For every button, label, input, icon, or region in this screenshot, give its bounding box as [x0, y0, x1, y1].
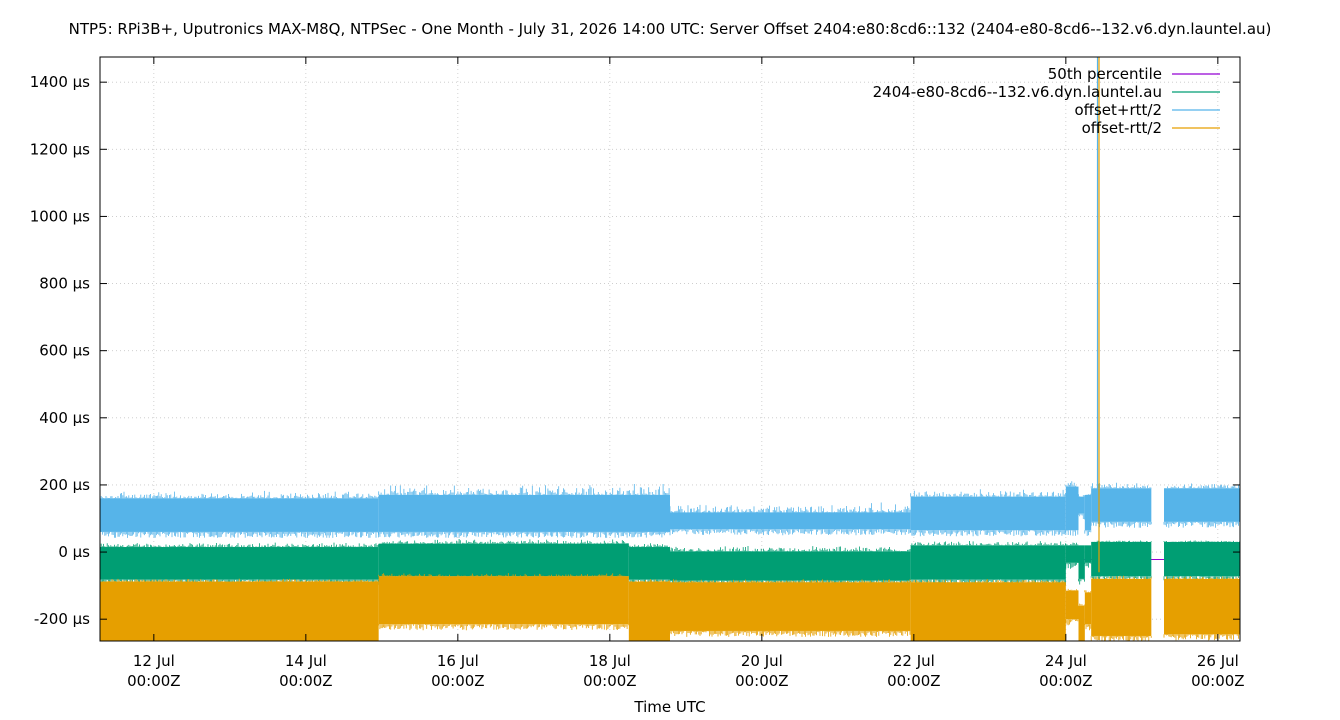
series-fringe — [1065, 588, 1079, 626]
series-fringe — [669, 579, 911, 637]
series-band — [100, 581, 379, 641]
x-tick-label: 20 Jul — [741, 652, 783, 670]
series-band — [1091, 578, 1152, 636]
series-band — [378, 576, 629, 625]
series-2404-e80-8cd6--132.v6.dyn.launtel.au — [99, 539, 1240, 587]
chart-title: NTP5: RPi3B+, Uputronics MAX-M8Q, NTPSec… — [69, 20, 1272, 38]
x-tick-label: 00:00Z — [127, 672, 181, 690]
series-band — [1084, 592, 1092, 625]
x-tick-label: 00:00Z — [1039, 672, 1093, 690]
series-band — [378, 543, 629, 577]
series-band — [910, 582, 1066, 641]
series-fringe — [628, 579, 670, 582]
x-tick-label: 00:00Z — [1191, 672, 1245, 690]
legend-label: 2404-e80-8cd6--132.v6.dyn.launtel.au — [873, 83, 1162, 101]
y-tick-label: 200 µs — [39, 476, 90, 494]
series-fringe — [669, 502, 911, 536]
y-tick-label: 800 µs — [39, 275, 90, 293]
series-band — [628, 581, 670, 641]
series-fringe — [1078, 603, 1085, 606]
y-tick-label: 1200 µs — [30, 140, 90, 158]
series-band — [628, 547, 670, 580]
legend-label: offset+rtt/2 — [1074, 101, 1162, 119]
x-tick-label: 12 Jul — [133, 652, 175, 670]
legend-label: 50th percentile — [1048, 65, 1162, 83]
x-axis-label: Time UTC — [633, 698, 705, 716]
series-fringe — [1078, 494, 1085, 520]
y-tick-label: -200 µs — [34, 610, 90, 628]
series-fringe — [1078, 578, 1085, 585]
series-band — [1084, 545, 1092, 563]
x-tick-label: 00:00Z — [279, 672, 333, 690]
x-axis: 12 Jul 00:00Z 14 Jul 00:00Z 16 Jul 00:00Z 18 J… — [127, 57, 1245, 690]
series-fringe — [1090, 482, 1152, 528]
x-tick-label: 26 Jul — [1197, 652, 1239, 670]
x-tick-label: 22 Jul — [893, 652, 935, 670]
series-band — [1078, 496, 1085, 514]
plot-frame — [99, 56, 1241, 642]
y-tick-label: 600 µs — [39, 342, 90, 360]
series-band — [1084, 495, 1092, 531]
x-tick-label: 00:00Z — [431, 672, 485, 690]
grid-lines — [100, 57, 1240, 641]
x-tick-label: 00:00Z — [887, 672, 941, 690]
x-tick-label: 16 Jul — [437, 652, 479, 670]
series-band — [910, 545, 1066, 580]
series-band — [1065, 545, 1079, 563]
series-offset-rtt/2 — [99, 57, 1240, 641]
series-band — [670, 551, 911, 581]
series-fringe — [1065, 481, 1079, 536]
series-fringe — [910, 489, 1066, 537]
series-band — [100, 498, 379, 532]
x-tick-label: 14 Jul — [285, 652, 327, 670]
y-tick-label: 0 µs — [58, 543, 90, 561]
y-tick-label: 400 µs — [39, 409, 90, 427]
y-axis: -200 µs 0 µs 200 µs 400 µs 600 µs 800 µs 1000 … — [30, 73, 1240, 628]
series-band — [910, 496, 1066, 531]
x-tick-label: 18 Jul — [589, 652, 631, 670]
series-band — [1164, 541, 1240, 577]
series-band — [378, 495, 670, 532]
series-fringe — [1084, 562, 1092, 568]
series-band — [670, 582, 911, 631]
plot-series — [99, 57, 1240, 641]
series-fringe — [910, 579, 1066, 583]
series-band — [1091, 488, 1152, 522]
series-band — [1164, 488, 1240, 522]
series-band — [1078, 605, 1085, 641]
series-band — [1078, 545, 1085, 579]
series-fringe — [378, 484, 670, 538]
legend-label: offset-rtt/2 — [1082, 119, 1162, 137]
series-band — [100, 547, 379, 580]
series-band — [1091, 541, 1152, 577]
y-tick-label: 1400 µs — [30, 73, 90, 91]
x-tick-label: 00:00Z — [735, 672, 789, 690]
y-tick-label: 1000 µs — [30, 207, 90, 225]
series-band — [670, 512, 911, 530]
series-band — [1164, 578, 1240, 635]
series-band — [1065, 486, 1079, 531]
legend: 50th percentile2404-e80-8cd6--132.v6.dyn… — [873, 65, 1220, 137]
series-offset+rtt/2 — [99, 57, 1240, 538]
series-fringe — [1163, 576, 1240, 641]
x-tick-label: 00:00Z — [583, 672, 637, 690]
series-band — [1065, 590, 1079, 620]
x-tick-label: 24 Jul — [1045, 652, 1087, 670]
